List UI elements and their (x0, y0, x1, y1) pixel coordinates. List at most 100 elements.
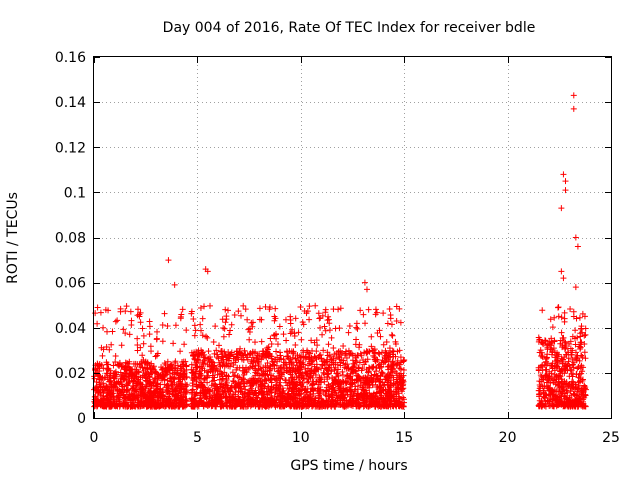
data-point (114, 393, 121, 400)
data-point (328, 334, 335, 341)
data-point (275, 393, 282, 400)
x-tick-label: 15 (395, 430, 413, 446)
data-point (178, 366, 185, 373)
data-point (100, 324, 107, 331)
data-point (110, 384, 117, 391)
data-point (271, 332, 278, 339)
data-point (577, 333, 584, 340)
data-point (134, 383, 141, 390)
data-point (200, 390, 207, 397)
data-point (116, 387, 123, 394)
data-point (551, 314, 558, 321)
data-point (300, 321, 307, 328)
data-point (286, 402, 293, 409)
data-point (103, 370, 110, 377)
data-point (300, 394, 307, 401)
data-point (300, 347, 307, 354)
data-point (249, 323, 256, 330)
data-point (193, 359, 200, 366)
data-point (152, 353, 159, 360)
data-point (98, 361, 105, 368)
data-point (108, 341, 115, 348)
data-point (181, 341, 188, 348)
data-point (164, 377, 171, 384)
data-point (231, 311, 238, 318)
data-point (163, 383, 170, 390)
data-point (104, 365, 111, 372)
data-point (388, 331, 395, 338)
data-point (179, 376, 186, 383)
data-point (219, 353, 226, 360)
data-point (127, 308, 134, 315)
data-point (537, 363, 544, 370)
data-point (293, 359, 300, 366)
data-point (550, 394, 557, 401)
data-point (328, 397, 335, 404)
data-point (162, 368, 169, 375)
data-point (564, 389, 571, 396)
data-point (144, 394, 151, 401)
data-point (391, 361, 398, 368)
data-point (233, 348, 240, 355)
data-point (574, 243, 581, 250)
data-point (191, 355, 198, 362)
data-point (274, 341, 281, 348)
data-point (536, 336, 543, 343)
data-point (561, 381, 568, 388)
data-point (173, 370, 180, 377)
data-point (243, 354, 250, 361)
data-point (262, 400, 269, 407)
data-point (371, 346, 378, 353)
data-point (577, 364, 584, 371)
data-point (343, 348, 350, 355)
data-point (222, 306, 229, 313)
data-point (353, 377, 360, 384)
data-point (181, 372, 188, 379)
data-point (401, 357, 408, 364)
y-tick-labels: 0 0.02 0.04 0.06 0.08 0.1 0.12 0.14 0.16 (55, 50, 86, 427)
data-point (347, 396, 354, 403)
data-point (302, 353, 309, 360)
data-point (295, 387, 302, 394)
data-point (263, 354, 270, 361)
data-point (170, 398, 177, 405)
data-point (137, 319, 144, 326)
data-point (558, 329, 565, 336)
data-point (555, 402, 562, 409)
data-point (177, 389, 184, 396)
data-point (211, 362, 218, 369)
data-point (205, 356, 212, 363)
data-point (266, 351, 273, 358)
data-point (354, 386, 361, 393)
data-point (215, 355, 222, 362)
data-point (123, 381, 130, 388)
data-point (154, 401, 161, 408)
data-point (297, 387, 304, 394)
data-points (91, 92, 589, 410)
y-tick-label: 0.1 (64, 185, 86, 201)
data-point (94, 304, 101, 311)
data-point (204, 368, 211, 375)
data-point (312, 397, 319, 404)
data-point (197, 379, 204, 386)
data-point (189, 382, 196, 389)
data-point (112, 352, 119, 359)
data-point (566, 381, 573, 388)
data-point (547, 316, 554, 323)
data-point (336, 325, 343, 332)
data-point (137, 344, 144, 351)
data-point (576, 343, 583, 350)
data-point (165, 393, 172, 400)
data-point (344, 372, 351, 379)
data-point (266, 306, 273, 313)
data-point (140, 332, 147, 339)
data-point (265, 388, 272, 395)
data-point (364, 376, 371, 383)
data-point (164, 323, 171, 330)
data-point (250, 375, 257, 382)
data-point (267, 376, 274, 383)
data-point (192, 327, 199, 334)
data-point (576, 357, 583, 364)
data-point (229, 378, 236, 385)
data-point (144, 377, 151, 384)
